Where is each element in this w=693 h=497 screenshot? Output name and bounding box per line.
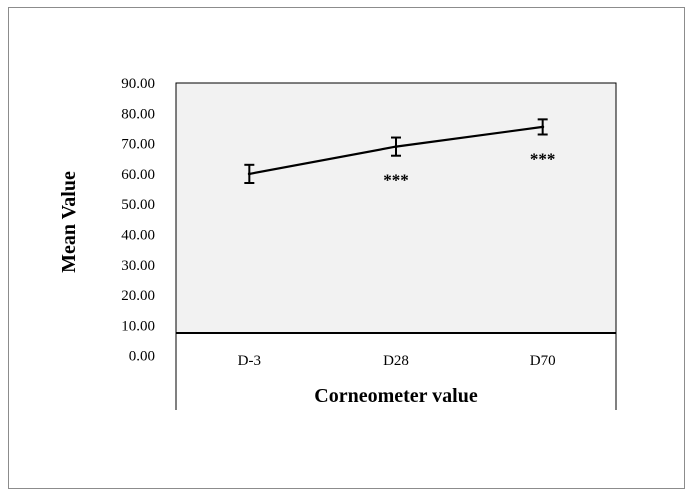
data-point [541,125,545,129]
data-point [247,172,251,176]
y-axis-title: Mean Value [58,171,80,273]
y-tick-label: 20.00 [121,288,155,304]
significance-label: *** [530,150,556,169]
y-tick-label: 70.00 [121,137,155,153]
x-tick-label: D28 [383,353,409,369]
y-tick-label: 10.00 [121,318,155,334]
y-tick-label: 30.00 [121,258,155,274]
data-point [394,145,398,149]
x-tick-label: D-3 [238,353,261,369]
y-tick-label: 60.00 [121,167,155,183]
y-tick-label: 50.00 [121,197,155,213]
y-tick-label: 90.00 [121,76,155,92]
significance-label: *** [383,171,409,190]
y-tick-label: 0.00 [129,349,155,365]
x-tick-label: D70 [530,353,556,369]
y-tick-label: 40.00 [121,228,155,244]
plot-area [175,82,617,334]
x-axis-title: Corneometer value [314,385,478,407]
y-tick-label: 80.00 [121,106,155,122]
